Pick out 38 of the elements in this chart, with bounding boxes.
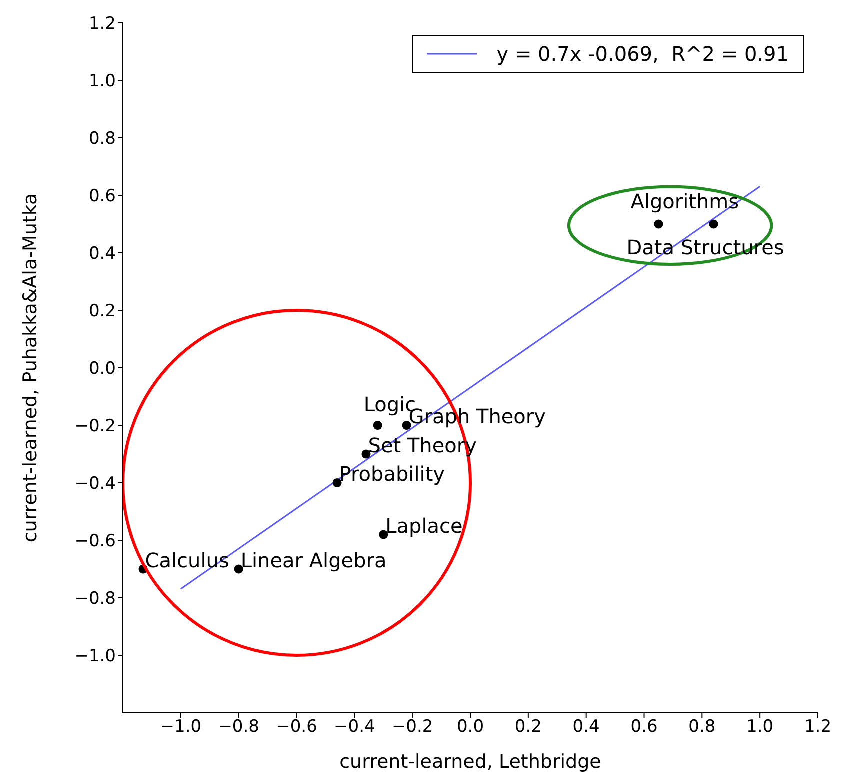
x-tick-label: −0.2 [392,717,434,738]
legend-label: y = 0.7x -0.069, R^2 = 0.91 [496,42,789,66]
point [709,220,718,229]
x-tick-label: −0.6 [276,717,318,738]
annotation: Probability [339,462,446,486]
x-tick-label: 0.8 [688,717,716,738]
x-tick-label: −0.4 [334,717,376,738]
y-tick-label: −0.6 [74,532,116,552]
annotation: Algorithms [630,189,740,214]
y-tick-label: 1.2 [88,14,116,34]
y-tick-label: 0.0 [88,359,116,380]
annotation: Linear Algebra [240,548,387,572]
x-tick-label: −0.8 [218,717,260,738]
y-axis-title: current-learned, Puhakka&Ala-Mutka [20,193,42,543]
x-tick-label: 1.0 [746,717,774,738]
x-tick-label: −1.0 [160,717,202,738]
x-tick-label: 1.2 [804,717,832,738]
x-tick-label: 0.2 [514,717,542,738]
x-tick-label: 0.0 [456,717,484,738]
annotation: Laplace [386,514,463,538]
y-tick-label: 0.4 [88,244,116,264]
point [362,450,371,459]
point [234,564,244,574]
x-tick-label: 0.4 [572,717,600,738]
point [373,420,382,430]
x-axis-title: current-learned, Lethbridge [340,751,602,773]
point [332,478,342,488]
x-tick-label: 0.6 [630,717,658,738]
y-tick-label: 1.0 [88,72,116,92]
point [379,530,388,540]
y-tick-label: −0.8 [74,589,116,610]
y-tick-label: −0.2 [74,416,116,437]
y-tick-label: −1.0 [74,646,116,667]
y-tick-label: 0.2 [88,302,116,322]
y-tick-label: −0.4 [74,474,116,494]
y-tick-label: 0.8 [88,129,116,150]
y-tick-label: 0.6 [88,186,116,207]
point [654,220,664,229]
